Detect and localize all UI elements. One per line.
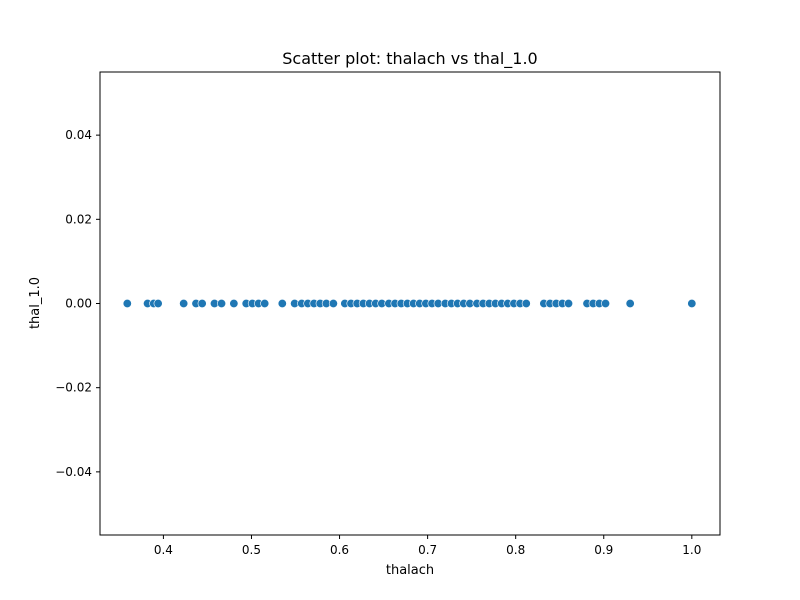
- scatter-point: [601, 298, 611, 308]
- x-tick-label: 0.6: [330, 543, 349, 557]
- chart-title: Scatter plot: thalach vs thal_1.0: [282, 49, 537, 69]
- x-axis-label: thalach: [386, 563, 434, 578]
- scatter-point: [197, 298, 207, 308]
- scatter-point: [229, 298, 239, 308]
- x-tick-label: 0.4: [154, 543, 173, 557]
- x-tick-label: 1.0: [682, 543, 701, 557]
- scatter-point: [260, 298, 270, 308]
- scatter-point: [179, 298, 189, 308]
- y-tick-label: 0.02: [65, 212, 92, 226]
- x-tick-label: 0.7: [418, 543, 437, 557]
- data-points: [122, 298, 697, 308]
- scatter-point: [153, 298, 163, 308]
- x-axis: 0.4 0.5 0.6 0.7 0.8 0.9 1.0: [154, 535, 701, 557]
- y-tick-label: 0.00: [65, 297, 92, 311]
- x-tick-label: 0.8: [506, 543, 525, 557]
- y-tick-label: −0.02: [55, 381, 92, 395]
- y-axis: −0.04 −0.02 0.00 0.02 0.04: [55, 128, 100, 479]
- scatter-point: [564, 298, 574, 308]
- scatter-point: [122, 298, 132, 308]
- scatter-point: [217, 298, 227, 308]
- scatter-point: [625, 298, 635, 308]
- x-tick-label: 0.5: [242, 543, 261, 557]
- scatter-point: [328, 298, 338, 308]
- x-tick-label: 0.9: [594, 543, 613, 557]
- y-tick-label: 0.04: [65, 128, 92, 142]
- y-axis-label: thal_1.0: [28, 277, 43, 329]
- scatter-point: [277, 298, 287, 308]
- scatter-point: [687, 298, 697, 308]
- scatter-point: [521, 298, 531, 308]
- y-tick-label: −0.04: [55, 465, 92, 479]
